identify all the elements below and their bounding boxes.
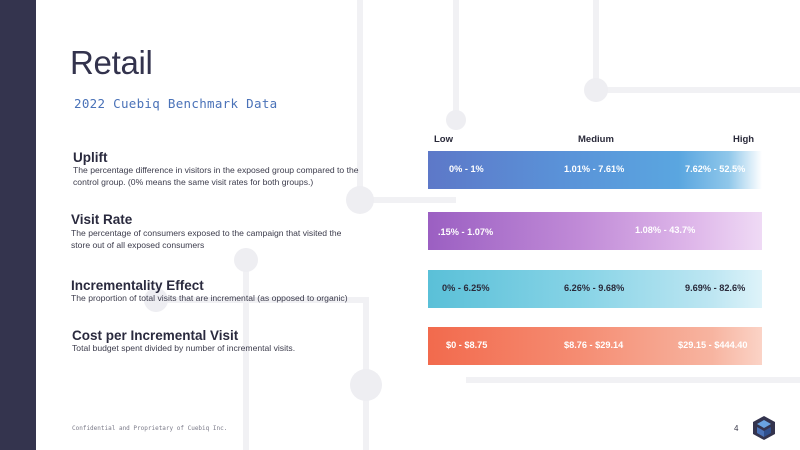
scale-label-low: Low bbox=[434, 134, 453, 145]
cost-high-value: $29.15 - $444.40 bbox=[678, 340, 748, 350]
incrementality-low-value: 0% - 6.25% bbox=[442, 283, 490, 293]
left-accent-band bbox=[0, 0, 36, 450]
cost-medium-value: $8.76 - $29.14 bbox=[564, 340, 624, 350]
page-title: Retail bbox=[70, 44, 153, 81]
background-circuit-pattern bbox=[144, 0, 800, 450]
visit-rate-low-value: .15% - 1.07% bbox=[438, 227, 494, 237]
uplift-low-value: 0% - 1% bbox=[449, 164, 484, 174]
uplift-title: Uplift bbox=[73, 150, 108, 165]
cost-per-visit-bar: $0 - $8.75 $8.76 - $29.14 $29.15 - $444.… bbox=[428, 327, 762, 365]
visit-rate-description: The percentage of consumers exposed to t… bbox=[71, 228, 342, 250]
uplift-medium-value: 1.01% - 7.61% bbox=[564, 164, 625, 174]
cost-per-visit-description: Total budget spent divided by number of … bbox=[72, 343, 296, 353]
incrementality-bar: 0% - 6.25% 6.26% - 9.68% 9.69% - 82.6% bbox=[428, 270, 762, 308]
scale-label-medium: Medium bbox=[578, 134, 614, 145]
cuebiq-logo-icon bbox=[753, 416, 775, 440]
uplift-bar: 0% - 1% 1.01% - 7.61% 7.62% - 52.5% bbox=[428, 151, 762, 189]
incrementality-medium-value: 6.26% - 9.68% bbox=[564, 283, 625, 293]
page-number: 4 bbox=[734, 424, 739, 433]
page-subtitle: 2022 Cuebiq Benchmark Data bbox=[74, 96, 278, 111]
visit-rate-high-value: 1.08% - 43.7% bbox=[635, 225, 696, 235]
incrementality-description: The proportion of total visits that are … bbox=[71, 293, 348, 303]
uplift-high-value: 7.62% - 52.5% bbox=[685, 164, 746, 174]
scale-label-high: High bbox=[733, 134, 755, 145]
incrementality-title: Incrementality Effect bbox=[71, 278, 204, 293]
cost-low-value: $0 - $8.75 bbox=[446, 340, 488, 350]
uplift-description: The percentage difference in visitors in… bbox=[73, 165, 359, 187]
visit-rate-title: Visit Rate bbox=[71, 212, 133, 227]
cost-per-visit-title: Cost per Incremental Visit bbox=[72, 328, 239, 343]
confidential-footer: Confidential and Proprietary of Cuebiq I… bbox=[72, 425, 228, 432]
visit-rate-bar: .15% - 1.07% 1.08% - 43.7% bbox=[428, 212, 762, 250]
incrementality-high-value: 9.69% - 82.6% bbox=[685, 283, 746, 293]
